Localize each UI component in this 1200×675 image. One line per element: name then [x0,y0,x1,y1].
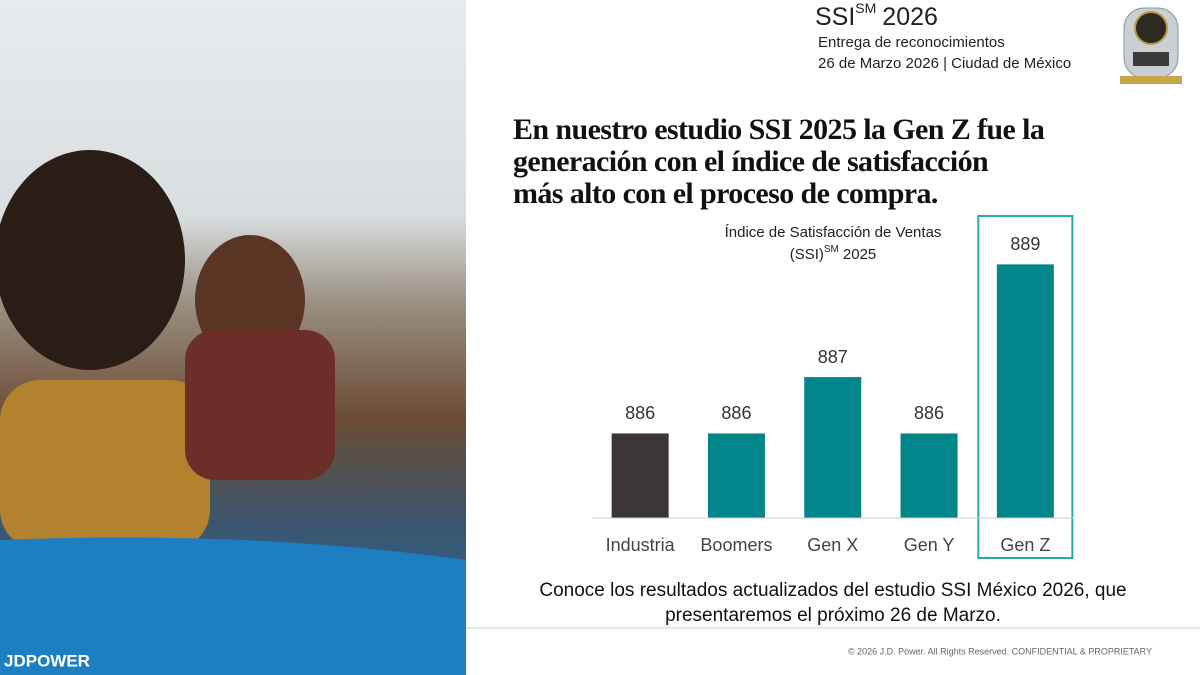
bar [804,377,862,518]
logo: JDPOWER [4,651,90,670]
cta-line: presentaremos el próximo 26 de Marzo. [665,605,1001,626]
value-label: 886 [625,403,655,423]
headline-line: más alto con el proceso de compra. [513,177,938,210]
headline: En nuestro estudio SSI 2025 la Gen Z fue… [513,113,1045,210]
bar [900,433,958,518]
value-label: 889 [1010,234,1040,254]
photo [0,0,466,675]
header-brand: SSISM 2026 [815,0,938,31]
chart-subtitle: (SSI)SM 2025 [790,244,877,263]
value-label: 886 [721,403,751,423]
highlight-box [977,215,1074,559]
x-tick-label: Gen Y [904,535,955,555]
cta-line: Conoce los resultados actualizados del e… [539,580,1126,601]
value-label: 887 [818,347,848,367]
x-tick-label: Industria [606,535,676,555]
cta: Conoce los resultados actualizados del e… [539,580,1126,626]
headline-line: generación con el índice de satisfacción [513,145,989,178]
bar [707,433,765,518]
trophy [1120,7,1182,84]
x-tick-label: Boomers [700,535,772,555]
x-tick-label: Gen X [807,535,858,555]
bar [996,264,1054,518]
chart-title: Índice de Satisfacción de Ventas [725,224,942,241]
header-line: Entrega de reconocimientos [818,34,1005,51]
headline-line: En nuestro estudio SSI 2025 la Gen Z fue… [513,113,1045,146]
value-label: 886 [914,403,944,423]
bar [611,433,669,518]
x-tick-label: Gen Z [1000,535,1050,555]
copyright: © 2026 J.D. Power. All Rights Reserved. … [848,646,1152,656]
header-line: 26 de Marzo 2026 | Ciudad de México [818,55,1071,72]
